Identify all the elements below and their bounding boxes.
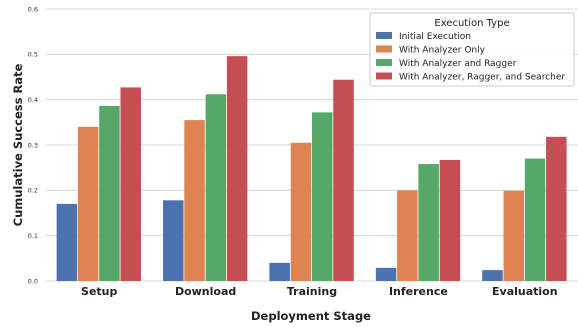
bar-with-analyzer-and-ragger-inference [418, 164, 439, 281]
bar-with-analyzer-ragger-and-searcher-inference [439, 159, 461, 281]
y-tick-label: 0.0 [28, 277, 38, 285]
bar-with-analyzer-only-setup [77, 126, 99, 281]
y-tick-label: 0.6 [28, 5, 38, 13]
bar-with-analyzer-and-ragger-download [205, 94, 227, 281]
legend-label: With Analyzer Only [399, 46, 486, 56]
x-tick-label: Training [287, 285, 337, 298]
legend-swatch [376, 32, 392, 39]
legend-title: Execution Type [434, 18, 509, 29]
y-tick-label: 0.3 [28, 141, 38, 149]
x-tick-label: Setup [81, 285, 117, 298]
bar-with-analyzer-ragger-and-searcher-download [226, 56, 248, 281]
legend-label: With Analyzer and Ragger [399, 59, 517, 69]
legend-label: Initial Execution [399, 32, 471, 42]
y-tick-label: 0.5 [28, 51, 38, 59]
bar-with-analyzer-only-inference [397, 190, 418, 281]
bar-with-analyzer-and-ragger-evaluation [524, 158, 546, 281]
x-tick-label: Download [175, 285, 236, 298]
bar-initial-execution-evaluation [482, 270, 503, 281]
legend-swatch [376, 72, 392, 80]
legend-label: With Analyzer, Ragger, and Searcher [399, 73, 565, 83]
bar-with-analyzer-only-training [290, 142, 312, 281]
legend-swatch [376, 45, 392, 53]
bar-with-analyzer-and-ragger-setup [99, 106, 120, 281]
legend: Execution Type Initial Execution With Ana… [369, 12, 575, 87]
legend-swatch [376, 59, 392, 66]
x-tick-labels: Setup Download Training Inference Evaluation [81, 285, 558, 298]
bar-initial-execution-download [163, 200, 184, 281]
bar-initial-execution-inference [375, 267, 397, 281]
legend-box [369, 12, 575, 87]
bar-with-analyzer-and-ragger-training [312, 112, 333, 281]
bar-with-analyzer-ragger-and-searcher-setup [120, 87, 141, 281]
x-tick-label: Inference [389, 285, 448, 298]
bar-with-analyzer-only-download [184, 120, 205, 281]
y-axis-label: Cumulative Success Rate [11, 63, 25, 226]
y-tick-label: 0.2 [28, 187, 38, 195]
x-tick-label: Evaluation [492, 285, 558, 298]
y-tick-labels: 0.0 0.1 0.2 0.3 0.4 0.5 0.6 [28, 5, 38, 285]
bars [56, 56, 567, 281]
bar-with-analyzer-ragger-and-searcher-training [333, 79, 354, 281]
x-axis-label: Deployment Stage [251, 309, 371, 323]
bar-with-analyzer-ragger-and-searcher-evaluation [546, 136, 567, 281]
bar-initial-execution-setup [56, 203, 78, 281]
bar-with-analyzer-only-evaluation [503, 190, 524, 281]
y-tick-label: 0.4 [28, 96, 38, 104]
bar-initial-execution-training [269, 262, 290, 281]
y-tick-label: 0.1 [28, 232, 38, 240]
legend-items: Initial Execution With Analyzer Only With … [376, 32, 565, 83]
